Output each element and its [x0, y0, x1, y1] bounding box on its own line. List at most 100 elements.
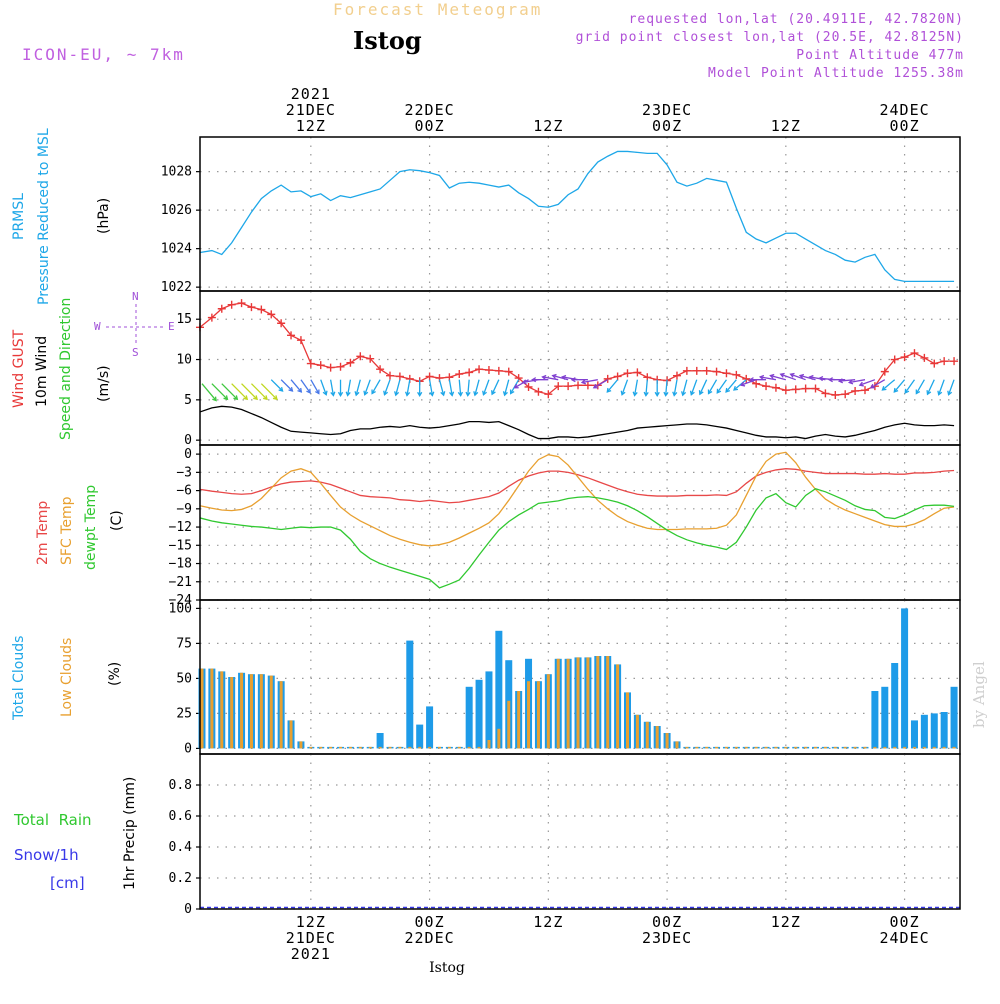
cloud-bar — [348, 746, 352, 749]
wind-arrow-shaft — [395, 379, 401, 396]
wind-arrow — [937, 379, 945, 396]
wind-arrow-head — [551, 373, 557, 379]
wind-arrow — [320, 379, 328, 396]
gust-marker — [682, 366, 691, 375]
wind-arrow — [531, 377, 549, 383]
wind-arrow — [513, 379, 529, 389]
wind-arrow — [758, 374, 777, 381]
cloud-bar — [901, 608, 909, 749]
panel-frame — [199, 290, 961, 446]
label-hpa: (hPa) — [96, 198, 112, 234]
wind-arrow — [345, 379, 352, 397]
gust-marker — [534, 387, 543, 396]
cloud-bar — [843, 746, 847, 749]
wind-arrow-shaft — [790, 373, 806, 381]
panel-5: 0 0.2 0.4 0.6 0.8 — [169, 753, 961, 917]
compass-west: W — [94, 320, 101, 333]
wind-arrow-head — [561, 374, 567, 381]
wind-arrow-shaft — [458, 379, 462, 396]
wind-arrow-head — [716, 388, 722, 394]
cloud-bar — [774, 746, 778, 749]
wind-arrow — [789, 372, 806, 381]
wind-arrow-head — [297, 387, 303, 393]
gust-marker — [287, 331, 296, 340]
gust-marker — [702, 366, 711, 375]
ytick-label: 5 — [184, 393, 192, 408]
gust-marker — [356, 352, 365, 361]
ytick-label: 1022 — [161, 280, 192, 295]
gust-marker — [821, 389, 830, 398]
wind-arrow-shaft — [290, 379, 302, 393]
cloud-bar — [940, 712, 948, 749]
cloud-bar — [485, 671, 493, 749]
time-label-bottom: 00Z — [415, 913, 445, 931]
cloud-bar — [942, 746, 946, 749]
wind-arrow-shaft — [849, 379, 866, 384]
wind-arrow — [491, 379, 500, 396]
cloud-bar — [794, 746, 798, 749]
wind-arrow-head — [733, 385, 739, 391]
compass: N S W E — [94, 290, 175, 359]
wind-arrow-head — [904, 388, 910, 394]
gust-marker — [811, 384, 820, 393]
cloud-bar — [368, 746, 372, 749]
time-label-top: 00Z — [415, 117, 445, 135]
wind-arrow-head — [789, 372, 795, 378]
wind-arrow-head — [457, 391, 464, 397]
wind-arrow-head — [681, 391, 687, 397]
wind-arrow — [570, 377, 588, 383]
wind-arrow — [707, 379, 718, 395]
gust-marker — [583, 381, 592, 390]
wind-arrow-shaft — [250, 383, 268, 400]
cloud-bar — [784, 746, 788, 749]
ytick-label: 0 — [184, 447, 192, 462]
wind-arrow-shaft — [383, 379, 391, 395]
wind-arrow — [716, 379, 727, 394]
cloud-bar — [952, 746, 956, 749]
wind-arrow — [739, 379, 757, 387]
gust-marker — [524, 382, 533, 391]
gust-marker — [910, 349, 919, 358]
cloud-bar — [398, 746, 402, 749]
cloud-bar — [675, 741, 679, 749]
ytick-label: 1024 — [161, 242, 192, 257]
wind-arrow-head — [354, 391, 360, 397]
wind-arrow — [394, 379, 401, 397]
wind-arrow-head — [404, 391, 411, 397]
wind-arrow-head — [262, 395, 268, 401]
gust-marker — [465, 368, 474, 377]
cloud-bar — [418, 746, 422, 749]
ytick-label: 0.8 — [169, 778, 192, 793]
wind-arrow — [733, 379, 747, 391]
wind-arrow-head — [521, 379, 527, 385]
wind-arrow — [417, 379, 423, 397]
wind-arrow-shaft — [355, 379, 361, 396]
time-label-top: 2021 — [291, 85, 331, 103]
cloud-bar — [428, 746, 432, 749]
wind-arrow-head — [707, 389, 713, 395]
gust-marker — [633, 368, 642, 377]
wind-arrow — [383, 379, 391, 396]
cloud-bar — [873, 746, 877, 749]
wind-arrow-shaft — [406, 379, 411, 396]
wind-arrow-head — [580, 379, 587, 385]
time-label-bottom: 21DEC — [286, 929, 336, 947]
wind-arrow-shaft — [329, 379, 335, 396]
wind-arrow — [231, 383, 249, 401]
cloud-bar — [467, 746, 471, 749]
wind-arrow — [221, 383, 239, 401]
time-label-bottom: 22DEC — [405, 929, 455, 947]
gust-marker — [752, 379, 761, 388]
wind-arrow-head — [345, 391, 351, 397]
faint-title: Forecast Meteogram — [333, 0, 542, 19]
compass-north: N — [132, 290, 139, 303]
wind-arrow — [465, 379, 471, 397]
cloud-bar — [833, 746, 837, 749]
cloud-bar — [950, 686, 958, 749]
station-title: Istog — [353, 26, 422, 55]
wind-arrow-head — [288, 386, 294, 392]
gust-marker — [900, 353, 909, 362]
wind-arrow-head — [502, 391, 508, 397]
